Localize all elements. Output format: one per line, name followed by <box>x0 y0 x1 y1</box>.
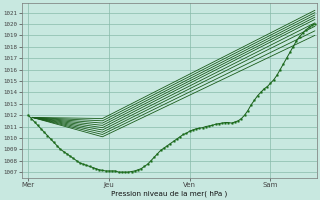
X-axis label: Pression niveau de la mer( hPa ): Pression niveau de la mer( hPa ) <box>111 190 227 197</box>
